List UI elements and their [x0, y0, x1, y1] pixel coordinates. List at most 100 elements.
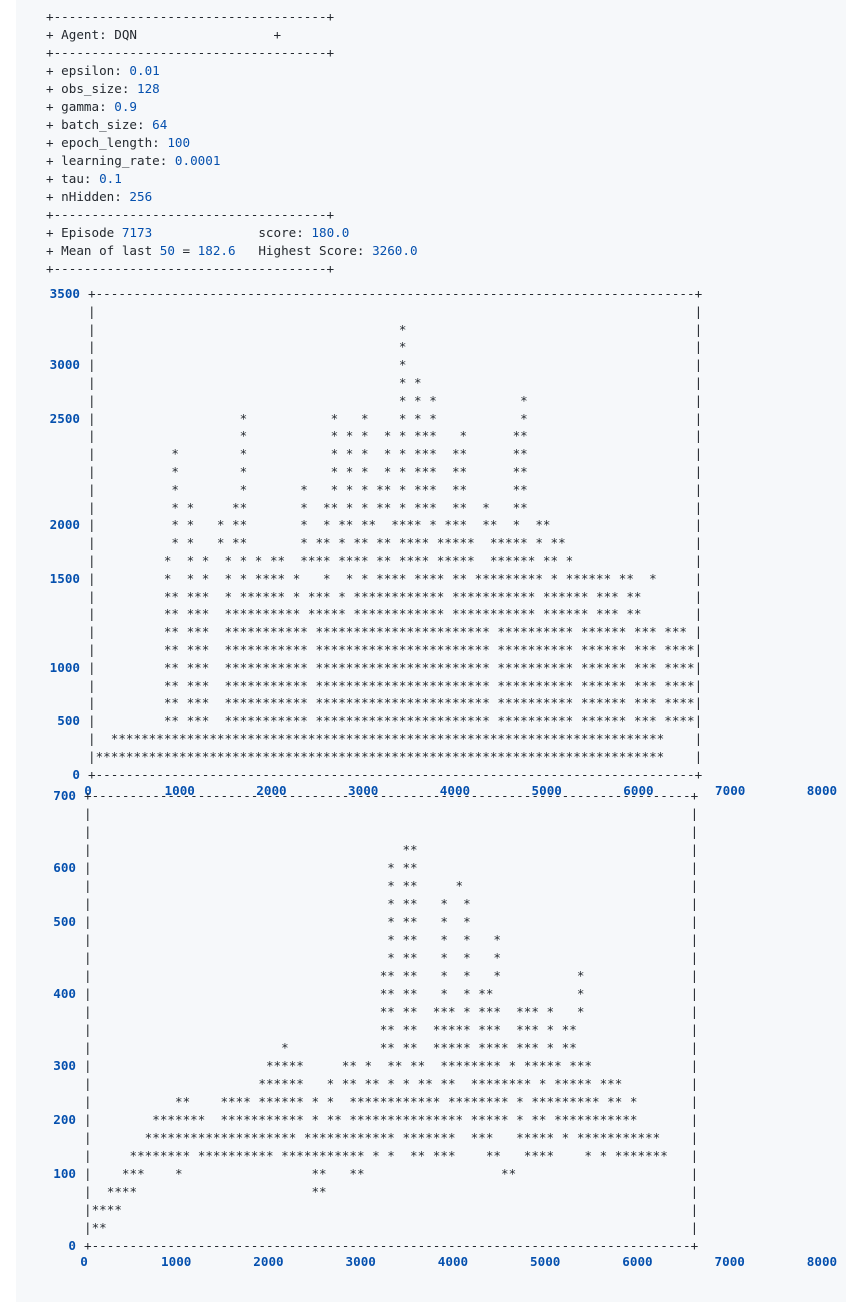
y-axis-tick-label: 500 — [53, 914, 76, 929]
x-axis-tick-label: 7000 — [715, 782, 746, 798]
x-axis-tick-label: 8000 — [806, 782, 838, 798]
y-axis-tick-label: 2000 — [49, 517, 80, 533]
y-axis-tick-label: 700 — [53, 788, 76, 803]
plot-row: +---------------------------------------… — [88, 766, 703, 782]
plot-row: | * * * ** * * ** ** **** * *** ** * ** … — [88, 517, 703, 533]
plot-row: +---------------------------------------… — [84, 1238, 699, 1253]
plot-row: | * ** * * | — [84, 896, 699, 911]
param-epsilon: + epsilon: 0.01 — [46, 63, 160, 78]
plot-row: +---------------------------------------… — [88, 286, 703, 301]
param-batch-size: + batch_size: 64 — [46, 117, 168, 132]
plot-row: | ** *** *********** *******************… — [88, 624, 703, 640]
plot-row: | ** *** *********** *******************… — [88, 659, 703, 675]
plot-row: | ** | — [84, 842, 699, 857]
agent-config-log: +------------------------------------+ +… — [46, 8, 418, 278]
plot-row: | ** *** *********** *******************… — [88, 677, 703, 693]
plot-row: | *** * ** ** ** | — [84, 1166, 699, 1181]
y-axis-tick-label: 3500 — [49, 286, 80, 301]
plot-row: | * * * * * **** * * * * **** **** ** **… — [88, 570, 703, 586]
plot-row: | ******** ********** *********** * * **… — [84, 1148, 699, 1163]
plot-row: | ** ** *** * *** *** * * | — [84, 1004, 699, 1019]
plot-row: | * ** | — [84, 860, 699, 875]
plot-row: | * * * * * * * *** ** ** | — [88, 446, 703, 462]
plot-row: |** | — [84, 1220, 699, 1235]
y-axis-tick-label: 1000 — [49, 659, 80, 675]
plot-row: | * ** * * | — [84, 914, 699, 929]
param-epoch-length: + epoch_length: 100 — [46, 135, 191, 150]
plot-row: | | — [88, 303, 703, 319]
x-axis-tick-label: 0 — [84, 782, 92, 798]
plot-row: | ****** * ** ** * * ** ** ******** * **… — [84, 1076, 699, 1091]
plot-row: |**** | — [84, 1202, 699, 1217]
agent-line: + Agent: DQN + — [46, 27, 282, 42]
plot-row: | * ** ** ***** **** *** * ** | — [84, 1040, 699, 1055]
y-axis-tick-label: 400 — [53, 986, 76, 1001]
param-tau: + tau: 0.1 — [46, 171, 122, 186]
header-border: +------------------------------------+ — [46, 207, 335, 222]
x-axis-tick-label: 8000 — [806, 1254, 838, 1269]
param-obs-size: + obs_size: 128 — [46, 81, 160, 96]
y-axis-tick-label: 2500 — [49, 410, 80, 426]
y-axis-tick-label: 1500 — [49, 570, 80, 586]
plot-row: | * * * * * * *** * ** | — [88, 428, 703, 444]
plot-row: | ** ** * * * * | — [84, 968, 699, 983]
x-axis-tick-label: 5000 — [531, 782, 562, 798]
x-axis-tick-label: 3000 — [348, 782, 379, 798]
plot-row: | * | — [88, 357, 703, 373]
plot-row: | ** *** * ****** * *** * ************ *… — [88, 588, 703, 604]
header-border: +------------------------------------+ — [46, 9, 335, 24]
x-axis-tick-label: 2000 — [253, 1254, 284, 1269]
y-axis-tick-label: 200 — [53, 1112, 76, 1127]
plot-row: | * * * * * * * | — [88, 410, 703, 426]
x-axis-tick-label: 2000 — [256, 782, 287, 798]
x-axis-tick-label: 6000 — [622, 1254, 653, 1269]
episode-line: + Episode 7173 score: 180.0 — [46, 225, 350, 240]
x-axis-tick-label: 1000 — [161, 1254, 192, 1269]
plot-row: | * * * ** * ** * ** ** **** ***** *****… — [88, 535, 703, 551]
plot-row: |***************************************… — [88, 748, 703, 764]
x-axis-tick-label: 4000 — [439, 782, 471, 798]
plot-row: | ** ** * * ** * | — [84, 986, 699, 1001]
y-axis-tick-label: 0 — [72, 766, 80, 782]
plot-row: | * | — [88, 339, 703, 355]
x-axis-tick-label: 1000 — [164, 782, 195, 798]
y-axis-tick-label: 3000 — [49, 357, 80, 373]
plot-row: | ** *** ********** ***** ************ *… — [88, 606, 703, 622]
plot-row: | ***** ** * ** ** ******** * ***** *** … — [84, 1058, 699, 1073]
y-axis-tick-label: 100 — [53, 1166, 76, 1181]
plot-row: | | — [84, 824, 699, 839]
plot-row: | **************************************… — [88, 731, 703, 746]
param-learning-rate: + learning_rate: 0.0001 — [46, 153, 221, 168]
x-axis-tick-label: 7000 — [714, 1254, 745, 1269]
plot-row: | **** ** | — [84, 1184, 699, 1199]
terminal-output-panel: +------------------------------------+ +… — [16, 0, 846, 1302]
y-axis-tick-label: 500 — [57, 713, 80, 729]
x-axis-tick-label: 5000 — [530, 1254, 561, 1269]
x-axis-tick-label: 4000 — [437, 1254, 469, 1269]
plot-row: | * ** * * * | — [84, 950, 699, 965]
param-nhidden: + nHidden: 256 — [46, 189, 153, 204]
mean-score-plot: +---------------------------------------… — [16, 789, 846, 1284]
plot-row: | * ** * | — [84, 878, 699, 893]
x-axis-tick-label: 3000 — [345, 1254, 376, 1269]
plot-row: | * * * * | — [88, 392, 703, 408]
plot-row: | ** ** ***** *** *** * ** | — [84, 1022, 699, 1037]
score-plot: +---------------------------------------… — [16, 286, 846, 798]
plot-row: | ** *** *********** *******************… — [88, 713, 703, 729]
plot-row: | ** *** *********** *******************… — [88, 642, 703, 657]
plot-row: | ******************** ************ ****… — [84, 1130, 699, 1145]
plot-row: | ******* *********** * ** *************… — [84, 1112, 699, 1127]
plot-row: | * * * * * * * *** ** ** | — [88, 464, 703, 479]
y-axis-tick-label: 0 — [68, 1238, 76, 1253]
plot-row: | * ** * * * | — [84, 932, 699, 947]
x-axis-tick-label: 6000 — [623, 782, 654, 798]
plot-row: +---------------------------------------… — [84, 788, 699, 803]
plot-row: | * * * * * * ** **** **** ** **** *****… — [88, 553, 703, 568]
plot-row: | * * | — [88, 375, 703, 390]
plot-row: | ** **** ****** * * ************ ******… — [84, 1094, 699, 1109]
y-axis-tick-label: 300 — [53, 1058, 76, 1073]
plot-row: | | — [84, 806, 699, 821]
header-border: +------------------------------------+ — [46, 45, 335, 60]
plot-row: | * * * * * * ** * *** ** ** | — [88, 481, 703, 497]
plot-row: | ** *** *********** *******************… — [88, 695, 703, 711]
